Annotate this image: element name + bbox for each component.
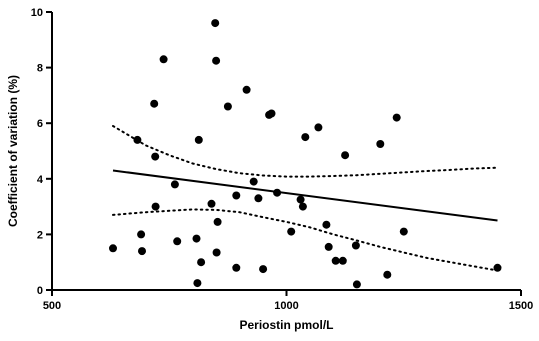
data-point bbox=[197, 258, 206, 267]
y-ticks: 0 2 4 6 8 10 bbox=[31, 7, 52, 297]
data-point bbox=[151, 152, 160, 161]
data-point bbox=[207, 199, 216, 208]
data-point bbox=[301, 133, 310, 142]
data-point bbox=[232, 263, 241, 272]
data-point bbox=[232, 191, 241, 200]
data-point bbox=[351, 241, 360, 250]
confidence-band-lower-line bbox=[112, 208, 499, 272]
axes bbox=[51, 12, 521, 291]
data-point bbox=[324, 242, 333, 251]
data-point bbox=[223, 102, 232, 111]
data-point bbox=[170, 180, 179, 189]
data-point bbox=[212, 56, 221, 65]
data-point bbox=[338, 256, 347, 265]
data-point bbox=[242, 85, 251, 94]
confidence-band-upper bbox=[112, 125, 499, 178]
data-point bbox=[159, 55, 168, 64]
data-point bbox=[192, 234, 201, 243]
data-points bbox=[109, 19, 502, 289]
regression-line-path bbox=[112, 169, 498, 222]
data-point bbox=[133, 135, 142, 144]
y-tick-label: 2 bbox=[37, 229, 43, 241]
data-point bbox=[109, 244, 117, 253]
data-point bbox=[331, 256, 340, 265]
data-point bbox=[173, 237, 182, 246]
data-point bbox=[194, 135, 203, 144]
x-tick-label: 1500 bbox=[509, 300, 533, 312]
confidence-band-upper-line bbox=[112, 125, 499, 178]
data-point bbox=[211, 19, 220, 28]
data-point bbox=[341, 151, 350, 160]
y-axis-title: Coefficient of variation (%) bbox=[6, 75, 20, 227]
data-point bbox=[212, 248, 221, 257]
x-tick-label: 500 bbox=[43, 300, 61, 312]
data-point bbox=[213, 217, 222, 226]
data-point bbox=[249, 177, 258, 186]
data-point bbox=[138, 247, 146, 256]
y-tick-label: 4 bbox=[37, 174, 44, 186]
data-point bbox=[352, 280, 361, 289]
confidence-band-lower bbox=[112, 208, 499, 272]
data-point bbox=[493, 263, 502, 272]
x-axis-title: Periostin pmol/L bbox=[239, 318, 333, 332]
data-point bbox=[151, 202, 160, 211]
x-ticks: 500 1000 1500 bbox=[43, 290, 533, 312]
data-point bbox=[322, 220, 331, 229]
data-point bbox=[392, 113, 401, 122]
data-point bbox=[137, 230, 146, 239]
y-tick-label: 0 bbox=[37, 285, 43, 297]
data-point bbox=[273, 188, 282, 197]
data-point bbox=[193, 279, 202, 288]
data-point bbox=[296, 195, 305, 204]
y-tick-label: 8 bbox=[37, 63, 43, 75]
data-point bbox=[298, 202, 307, 211]
y-tick-label: 10 bbox=[31, 7, 43, 19]
x-tick-label: 1000 bbox=[274, 300, 298, 312]
regression-line bbox=[112, 169, 498, 222]
data-point bbox=[314, 123, 323, 132]
data-point bbox=[287, 227, 296, 236]
data-point bbox=[376, 140, 385, 148]
data-point bbox=[150, 99, 159, 108]
data-point bbox=[259, 265, 268, 274]
data-point bbox=[254, 194, 263, 203]
data-point bbox=[399, 227, 408, 236]
data-point bbox=[383, 270, 392, 279]
data-point bbox=[267, 109, 276, 118]
y-tick-label: 6 bbox=[37, 118, 43, 130]
